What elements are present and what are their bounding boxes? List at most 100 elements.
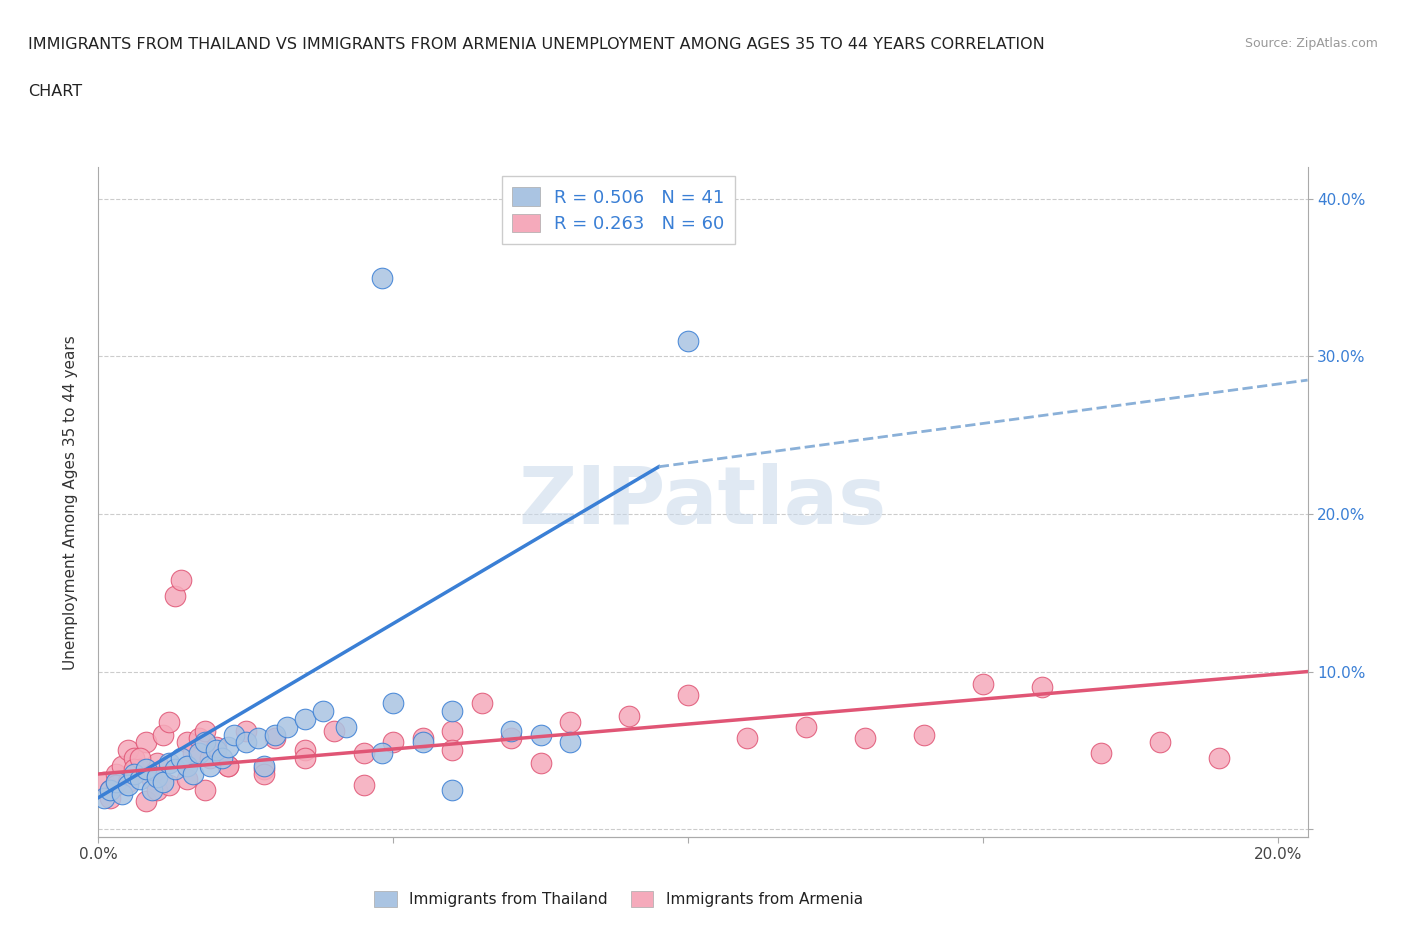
Point: [678, 688, 700, 703]
Point: [165, 589, 187, 604]
Point: [111, 759, 134, 774]
Point: [1149, 735, 1171, 750]
Point: [323, 724, 346, 738]
Point: [170, 573, 193, 588]
Point: [370, 746, 392, 761]
Point: [530, 727, 553, 742]
Point: [146, 782, 169, 797]
Point: [122, 751, 145, 765]
Point: [211, 751, 233, 765]
Point: [412, 735, 434, 750]
Point: [294, 751, 316, 765]
Point: [353, 777, 375, 792]
Point: [187, 746, 209, 761]
Point: [105, 775, 128, 790]
Point: [93, 775, 115, 790]
Point: [311, 703, 333, 718]
Point: [176, 735, 198, 750]
Point: [98, 790, 121, 805]
Point: [194, 724, 217, 738]
Point: [972, 677, 994, 692]
Point: [1031, 680, 1053, 695]
Point: [165, 762, 187, 777]
Point: [157, 755, 180, 770]
Point: [441, 724, 464, 738]
Point: [217, 739, 239, 754]
Point: [128, 762, 150, 777]
Point: [335, 719, 357, 734]
Point: [217, 759, 239, 774]
Point: [276, 719, 298, 734]
Point: [111, 787, 134, 802]
Point: [794, 719, 817, 734]
Point: [530, 755, 553, 770]
Point: [157, 777, 180, 792]
Text: IMMIGRANTS FROM THAILAND VS IMMIGRANTS FROM ARMENIA UNEMPLOYMENT AMONG AGES 35 T: IMMIGRANTS FROM THAILAND VS IMMIGRANTS F…: [28, 37, 1045, 52]
Point: [117, 777, 139, 792]
Point: [205, 743, 228, 758]
Point: [187, 730, 209, 745]
Point: [146, 770, 169, 785]
Point: [157, 714, 180, 729]
Point: [853, 730, 876, 745]
Point: [560, 735, 582, 750]
Point: [235, 724, 257, 738]
Point: [135, 793, 157, 808]
Point: [194, 782, 217, 797]
Point: [471, 696, 494, 711]
Point: [122, 762, 145, 777]
Point: [246, 730, 269, 745]
Point: [117, 743, 139, 758]
Point: [122, 766, 145, 781]
Point: [98, 782, 121, 797]
Point: [264, 730, 287, 745]
Text: ZIPatlas: ZIPatlas: [519, 463, 887, 541]
Point: [152, 775, 174, 790]
Point: [135, 735, 157, 750]
Point: [412, 730, 434, 745]
Point: [176, 771, 198, 786]
Legend: Immigrants from Thailand, Immigrants from Armenia: Immigrants from Thailand, Immigrants fro…: [364, 882, 872, 916]
Point: [370, 271, 392, 286]
Point: [222, 727, 245, 742]
Point: [619, 709, 641, 724]
Point: [252, 766, 274, 781]
Text: Source: ZipAtlas.com: Source: ZipAtlas.com: [1244, 37, 1378, 50]
Point: [181, 766, 204, 781]
Point: [294, 743, 316, 758]
Point: [200, 751, 222, 765]
Text: CHART: CHART: [28, 84, 82, 99]
Point: [217, 759, 239, 774]
Point: [128, 751, 150, 765]
Point: [181, 746, 204, 761]
Point: [117, 775, 139, 790]
Point: [194, 735, 217, 750]
Point: [205, 739, 228, 754]
Point: [294, 711, 316, 726]
Point: [501, 724, 523, 738]
Point: [501, 730, 523, 745]
Point: [252, 759, 274, 774]
Point: [135, 762, 157, 777]
Point: [264, 727, 287, 742]
Point: [235, 735, 257, 750]
Point: [382, 735, 405, 750]
Point: [105, 777, 128, 792]
Point: [441, 703, 464, 718]
Point: [128, 771, 150, 786]
Point: [152, 727, 174, 742]
Point: [441, 743, 464, 758]
Point: [105, 766, 128, 781]
Point: [141, 782, 163, 797]
Point: [200, 759, 222, 774]
Point: [912, 727, 935, 742]
Point: [382, 696, 405, 711]
Point: [353, 746, 375, 761]
Point: [735, 730, 758, 745]
Y-axis label: Unemployment Among Ages 35 to 44 years: Unemployment Among Ages 35 to 44 years: [63, 335, 77, 670]
Point: [1090, 746, 1112, 761]
Point: [1208, 751, 1230, 765]
Point: [146, 755, 169, 770]
Point: [560, 714, 582, 729]
Point: [176, 759, 198, 774]
